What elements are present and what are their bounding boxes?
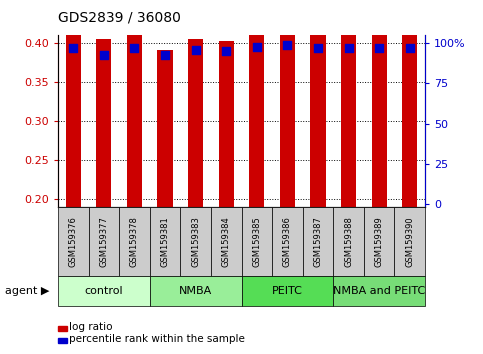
Bar — [96, 39, 112, 207]
Text: GSM159384: GSM159384 — [222, 216, 231, 267]
Text: GSM159376: GSM159376 — [69, 216, 78, 267]
Bar — [341, 0, 356, 207]
Bar — [219, 41, 234, 207]
Bar — [66, 0, 81, 207]
Text: GSM159378: GSM159378 — [130, 216, 139, 267]
Point — [284, 42, 291, 48]
Text: percentile rank within the sample: percentile rank within the sample — [69, 334, 245, 344]
Text: GSM159385: GSM159385 — [252, 216, 261, 267]
Point — [192, 47, 199, 53]
Text: GDS2839 / 36080: GDS2839 / 36080 — [58, 11, 181, 25]
Text: PEITC: PEITC — [272, 286, 303, 296]
Text: NMBA: NMBA — [179, 286, 212, 296]
Point — [314, 45, 322, 51]
Point — [100, 52, 108, 57]
Text: GSM159390: GSM159390 — [405, 216, 414, 267]
Text: GSM159389: GSM159389 — [375, 216, 384, 267]
Point — [375, 45, 383, 51]
Bar — [280, 0, 295, 207]
Bar — [157, 50, 173, 207]
Point — [345, 45, 353, 51]
Bar — [188, 39, 203, 207]
Point — [406, 45, 413, 51]
Bar — [249, 0, 265, 207]
Text: GSM159377: GSM159377 — [99, 216, 108, 267]
Text: GSM159388: GSM159388 — [344, 216, 353, 267]
Text: GSM159381: GSM159381 — [160, 216, 170, 267]
Bar — [127, 0, 142, 207]
Point — [253, 44, 261, 50]
Text: log ratio: log ratio — [69, 322, 113, 332]
Point — [70, 45, 77, 51]
Point — [222, 48, 230, 54]
Text: agent ▶: agent ▶ — [5, 286, 49, 296]
Text: control: control — [85, 286, 123, 296]
Text: GSM159386: GSM159386 — [283, 216, 292, 267]
Text: GSM159387: GSM159387 — [313, 216, 323, 267]
Bar — [371, 0, 387, 207]
Text: NMBA and PEITC: NMBA and PEITC — [333, 286, 425, 296]
Bar — [402, 0, 417, 207]
Point — [161, 52, 169, 57]
Point — [130, 45, 138, 51]
Bar — [311, 0, 326, 207]
Text: GSM159383: GSM159383 — [191, 216, 200, 267]
